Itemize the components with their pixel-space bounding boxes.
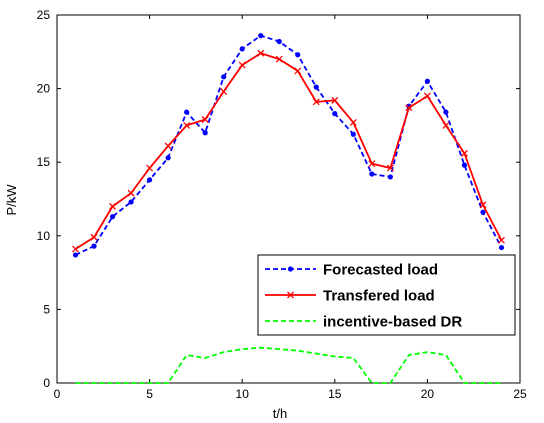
legend-label-forecasted: Forecasted load bbox=[323, 262, 438, 279]
legend-marker-transfered bbox=[287, 291, 294, 299]
x-tick-label: 10 bbox=[236, 387, 250, 401]
data-point-forecasted-load bbox=[424, 78, 430, 84]
data-point-transfered-load bbox=[349, 118, 357, 126]
data-point-transfered-load bbox=[183, 121, 191, 129]
data-point-transfered-load bbox=[238, 61, 246, 69]
data-point-transfered-load bbox=[72, 245, 79, 253]
legend-label-transfered: Transfered load bbox=[323, 288, 435, 305]
legend-marker-forecasted bbox=[287, 266, 294, 272]
data-point-forecasted-load bbox=[147, 177, 153, 183]
data-point-transfered-load bbox=[386, 164, 394, 172]
x-tick-label: 20 bbox=[421, 387, 435, 401]
x-tick-label: 5 bbox=[146, 387, 153, 401]
y-tick-label: 15 bbox=[37, 155, 51, 169]
data-point-forecasted-load bbox=[221, 74, 227, 80]
data-point-transfered-load bbox=[220, 88, 228, 96]
legend-item-transfered: Transfered load bbox=[265, 288, 435, 305]
data-point-forecasted-load bbox=[498, 244, 505, 251]
data-point-forecasted-load bbox=[443, 109, 449, 115]
data-point-forecasted-load bbox=[165, 155, 171, 161]
x-tick-label: 15 bbox=[328, 387, 342, 401]
data-point-forecasted-load bbox=[461, 162, 468, 168]
data-point-forecasted-load bbox=[387, 174, 393, 180]
x-tick-label: 0 bbox=[54, 387, 61, 401]
data-point-transfered-load bbox=[90, 233, 98, 241]
legend-item-forecasted: Forecasted load bbox=[265, 262, 438, 279]
data-point-transfered-load bbox=[405, 104, 413, 112]
data-point-forecasted-load bbox=[239, 46, 245, 52]
data-point-transfered-load bbox=[312, 98, 320, 106]
data-point-forecasted-load bbox=[258, 33, 264, 39]
data-point-forecasted-load bbox=[184, 109, 190, 115]
data-point-forecasted-load bbox=[128, 199, 134, 205]
legend-item-incentive: incentive-based DR bbox=[265, 314, 462, 331]
data-point-transfered-load bbox=[109, 202, 117, 210]
legend-label-incentive: incentive-based DR bbox=[323, 314, 462, 331]
y-tick-label: 5 bbox=[43, 302, 50, 316]
y-tick-label: 10 bbox=[37, 229, 51, 243]
data-point-transfered-load bbox=[127, 189, 135, 197]
data-point-forecasted-load bbox=[295, 52, 301, 58]
axis-ticks: 0 5 10 15 20 25 0 5 10 15 20 25 bbox=[37, 8, 527, 401]
series-line-forecasted-load bbox=[75, 34, 503, 256]
y-tick-label: 0 bbox=[43, 376, 50, 390]
data-point-transfered-load bbox=[164, 142, 172, 150]
y-axis-label: P/kW bbox=[4, 184, 19, 216]
data-point-forecasted-load bbox=[91, 243, 97, 249]
data-point-forecasted-load bbox=[109, 214, 116, 220]
data-point-transfered-load bbox=[275, 55, 283, 63]
data-point-forecasted-load bbox=[313, 84, 319, 90]
data-point-transfered-load bbox=[479, 201, 487, 209]
data-point-forecasted-load bbox=[332, 111, 338, 117]
data-point-forecasted-load bbox=[72, 252, 79, 258]
x-tick-label: 25 bbox=[513, 387, 527, 401]
y-tick-label: 25 bbox=[37, 8, 51, 22]
data-point-transfered-load bbox=[331, 96, 339, 104]
data-point-forecasted-load bbox=[480, 209, 486, 215]
series-group bbox=[72, 33, 505, 384]
data-point-transfered-load bbox=[257, 49, 265, 57]
data-point-transfered-load bbox=[442, 121, 450, 129]
data-point-transfered-load bbox=[294, 67, 302, 75]
data-point-transfered-load bbox=[423, 92, 431, 100]
legend: Forecasted load Transfered load incentiv… bbox=[257, 254, 516, 336]
data-point-transfered-load bbox=[460, 149, 468, 157]
data-point-transfered-load bbox=[498, 236, 505, 244]
data-point-forecasted-load bbox=[202, 130, 208, 136]
data-point-forecasted-load bbox=[276, 38, 282, 45]
data-point-forecasted-load bbox=[350, 131, 356, 137]
y-tick-label: 20 bbox=[37, 82, 51, 96]
data-point-transfered-load bbox=[146, 164, 154, 172]
data-point-transfered-load bbox=[201, 116, 209, 123]
data-point-forecasted-load bbox=[369, 171, 375, 177]
data-point-transfered-load bbox=[368, 160, 376, 168]
series-line-transfered-load bbox=[75, 52, 503, 250]
x-axis-label: t/h bbox=[273, 406, 287, 421]
